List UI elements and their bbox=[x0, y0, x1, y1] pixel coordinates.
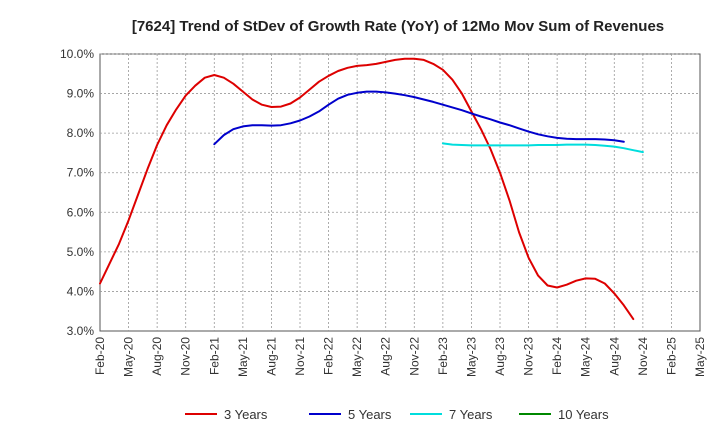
y-tick-label: 3.0% bbox=[67, 324, 95, 338]
x-tick-label: Feb-20 bbox=[93, 337, 107, 375]
y-tick-label: 6.0% bbox=[67, 205, 95, 219]
x-tick-label: Feb-22 bbox=[322, 337, 336, 375]
x-tick-label: Nov-22 bbox=[407, 337, 421, 376]
x-tick-label: Aug-24 bbox=[607, 337, 621, 376]
legend-label: 3 Years bbox=[224, 407, 268, 422]
legend: 3 Years 5 Years 7 Years 10 Years bbox=[185, 407, 609, 422]
legend-label: 10 Years bbox=[558, 407, 609, 422]
y-tick-label: 4.0% bbox=[67, 284, 95, 298]
x-tick-label: Aug-21 bbox=[264, 337, 278, 376]
legend-label: 5 Years bbox=[348, 407, 392, 422]
x-tick-label: Feb-24 bbox=[550, 337, 564, 375]
x-tick-label: Nov-23 bbox=[522, 337, 536, 376]
x-tick-label: May-21 bbox=[236, 337, 250, 377]
x-tick-label: Aug-22 bbox=[379, 337, 393, 376]
y-tick-label: 5.0% bbox=[67, 245, 95, 259]
x-tick-label: Nov-20 bbox=[179, 337, 193, 376]
x-tick-label: Aug-23 bbox=[493, 337, 507, 376]
series-line-5-years bbox=[213, 90, 625, 146]
series-lines bbox=[99, 57, 644, 321]
x-tick-label: Nov-24 bbox=[636, 337, 650, 376]
y-tick-label: 8.0% bbox=[67, 126, 95, 140]
x-tick-label: May-23 bbox=[464, 337, 478, 377]
series-line-7-years bbox=[441, 142, 644, 154]
x-tick-label: Feb-25 bbox=[664, 337, 678, 375]
y-tick-label: 7.0% bbox=[67, 166, 95, 180]
legend-label: 7 Years bbox=[449, 407, 493, 422]
y-axis-ticks: 3.0% 4.0% 5.0% 6.0% 7.0% 8.0% 9.0% 10.0% bbox=[60, 47, 94, 338]
x-axis-ticks: Feb-20 May-20 Aug-20 Nov-20 Feb-21 May-21 Aug-… bbox=[93, 337, 707, 377]
x-tick-label: Feb-21 bbox=[207, 337, 221, 375]
x-tick-label: Aug-20 bbox=[150, 337, 164, 376]
x-tick-label: May-25 bbox=[693, 337, 707, 377]
x-tick-label: Nov-21 bbox=[293, 337, 307, 376]
plot-area bbox=[99, 53, 701, 332]
y-tick-label: 10.0% bbox=[60, 47, 94, 61]
x-tick-label: May-20 bbox=[122, 337, 136, 377]
series-line-3-years bbox=[99, 57, 635, 321]
x-tick-label: Feb-23 bbox=[436, 337, 450, 375]
chart-title: [7624] Trend of StDev of Growth Rate (Yo… bbox=[132, 18, 664, 35]
x-tick-label: May-22 bbox=[350, 337, 364, 377]
y-tick-label: 9.0% bbox=[67, 87, 95, 101]
x-tick-label: May-24 bbox=[579, 337, 593, 377]
